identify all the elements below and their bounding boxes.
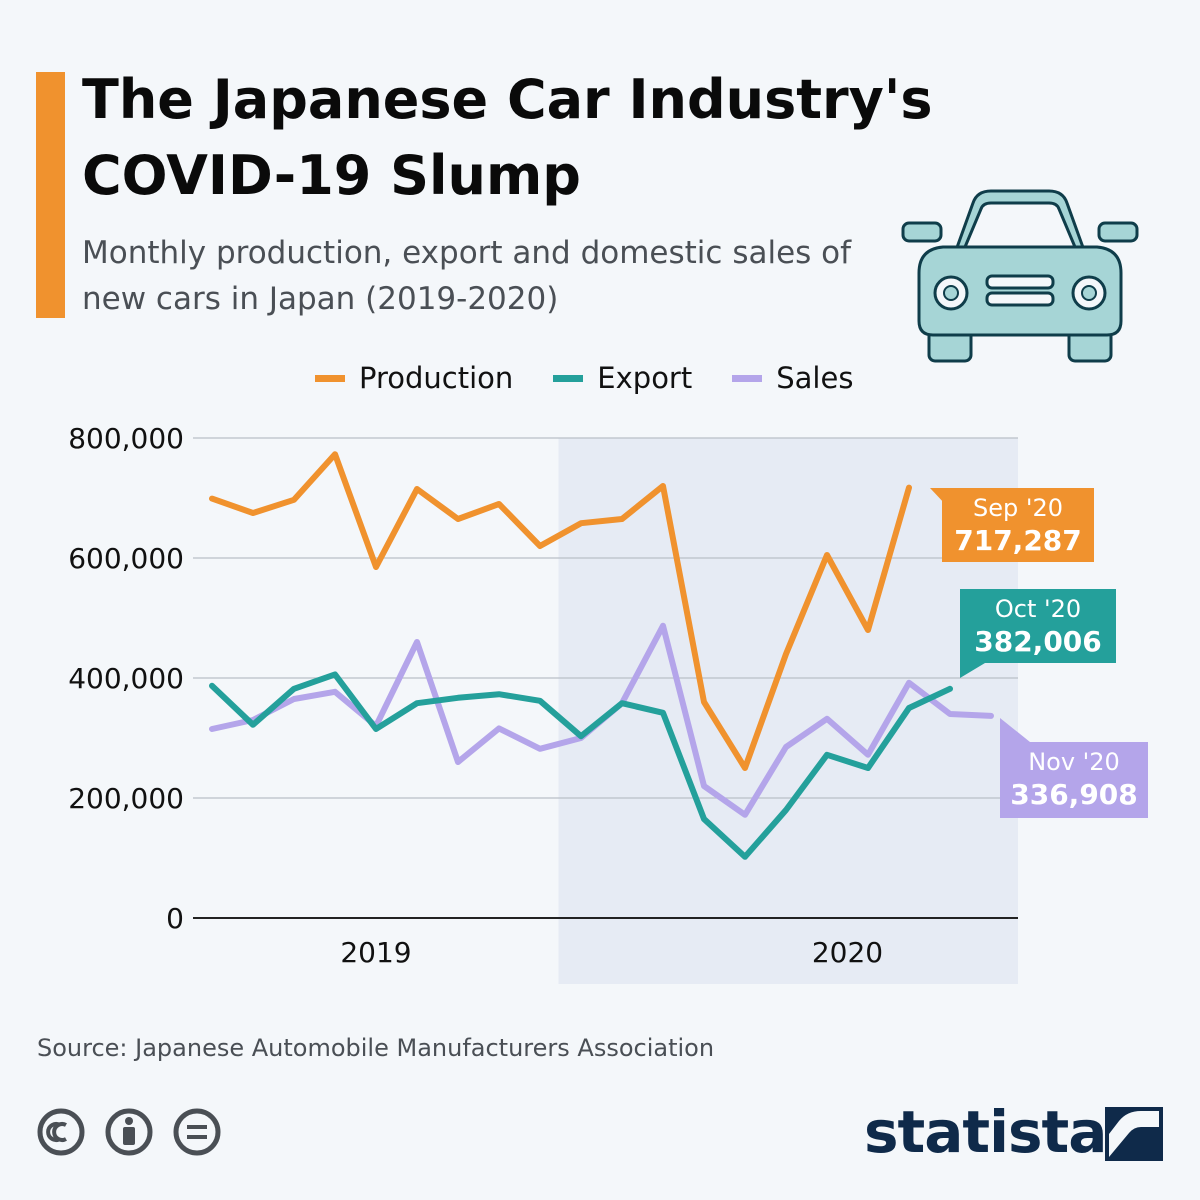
callout-value-production: 717,287 <box>954 524 1082 557</box>
series-line-export <box>209 671 953 860</box>
y-tick-label: 200,000 <box>68 782 184 815</box>
legend-label: Export <box>597 361 693 395</box>
chart-subtitle: Monthly production, export and domestic … <box>82 235 852 317</box>
legend-swatch <box>732 374 763 382</box>
attribution-icon <box>105 1108 153 1156</box>
callout-month-export: Oct '20 <box>995 595 1081 623</box>
callout-month-sales: Nov '20 <box>1028 748 1120 776</box>
car-icon <box>901 189 1139 363</box>
callout-box-export <box>960 589 1116 663</box>
callout-value-sales: 336,908 <box>1010 778 1138 811</box>
y-tick-label: 600,000 <box>68 542 184 575</box>
statista-logo-icon <box>1105 1107 1163 1161</box>
accent-bar <box>36 72 65 318</box>
legend-swatch <box>315 374 345 382</box>
legend-label: Sales <box>776 361 854 395</box>
chart-title: The Japanese Car Industry's COVID-19 Slu… <box>82 68 933 207</box>
y-tick-label: 800,000 <box>68 422 184 455</box>
legend-item-sales: Sales <box>732 361 853 395</box>
x-group-label: 2020 <box>812 936 883 969</box>
y-tick-label: 400,000 <box>68 662 184 695</box>
legend-label: Production <box>359 361 514 395</box>
y-tick-label: 0 <box>166 902 184 935</box>
series-line-production <box>209 451 912 771</box>
cc-icon <box>37 1108 85 1156</box>
statista-logo-text: statista <box>864 1098 1107 1166</box>
legend-swatch <box>553 374 584 382</box>
callout-box-production <box>942 488 1094 562</box>
x-group-label: 2019 <box>340 936 411 969</box>
source-note: Source: Japanese Automobile Manufacturer… <box>37 1034 715 1062</box>
callout-box-sales <box>1000 742 1148 818</box>
chart-legend: Production Export Sales <box>315 356 893 400</box>
no-derivatives-icon <box>173 1108 221 1156</box>
line-chart: 0 200,000 400,000 600,000 800,000 2019 2020 Sep… <box>68 422 1148 984</box>
callout-pointer-sales <box>1000 718 1030 742</box>
legend-item-export: Export <box>553 361 692 395</box>
legend-item-production: Production <box>315 361 513 395</box>
callout-month-production: Sep '20 <box>973 494 1063 522</box>
license-icons <box>37 1108 221 1156</box>
callout-value-export: 382,006 <box>974 625 1102 658</box>
